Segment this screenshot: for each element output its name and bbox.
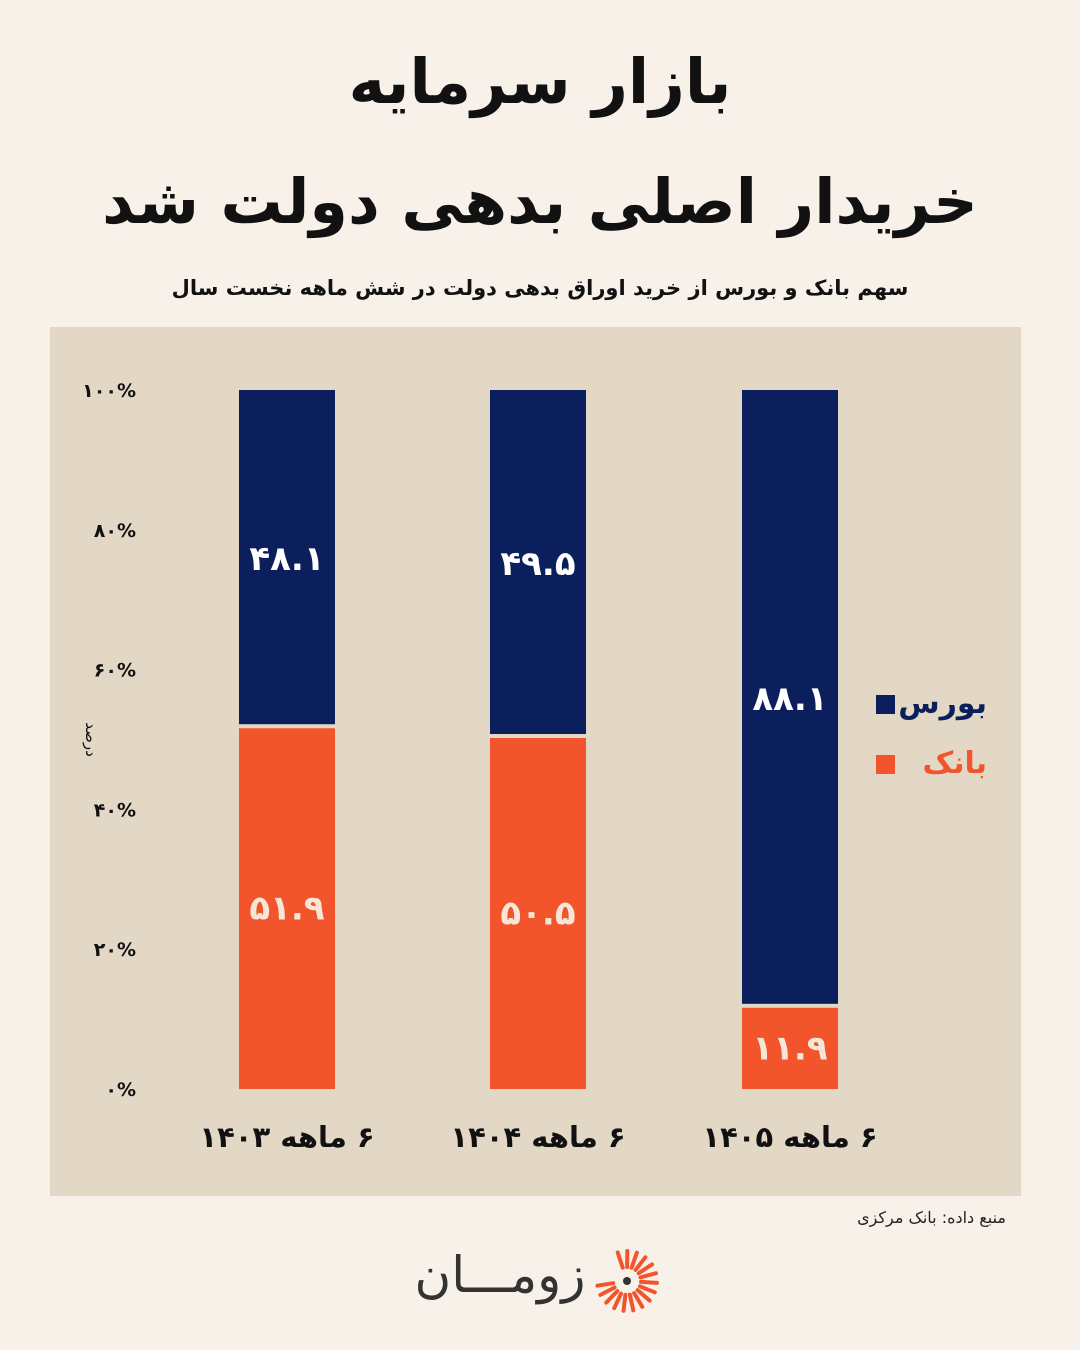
bourse-value-label: ۸۸.۱ <box>752 679 827 719</box>
x-category-label: ۶ ماهه ۱۴۰۳ <box>199 1120 374 1154</box>
y-tick-label: ۱۰۰% <box>82 380 136 402</box>
legend-label: بانک <box>922 746 987 781</box>
bank-value-label: ۵۱.۹ <box>249 889 324 929</box>
data-source-note: منبع داده: بانک مرکزی <box>857 1208 1006 1227</box>
bank-value-label: ۵۰.۵ <box>500 894 575 934</box>
bar-bourse-segment <box>239 390 335 725</box>
legend-swatch <box>876 695 895 714</box>
bar-bank-segment <box>239 728 335 1089</box>
chart-panel: ۰% ۲۰% ۴۰% ۶۰% ۸۰% ۱۰۰% درصد ۵۱.۹ ۴۸.۱ ۶ ماهه ۱۴۰… <box>50 327 1021 1196</box>
x-category-label: ۶ ماهه ۱۴۰۵ <box>702 1120 877 1154</box>
stacked-bar-chart: ۰% ۲۰% ۴۰% ۶۰% ۸۰% ۱۰۰% درصد ۵۱.۹ ۴۸.۱ ۶ ماهه ۱۴۰… <box>82 380 987 1154</box>
bar-bourse-segment <box>490 390 586 735</box>
bourse-value-label: ۴۸.۱ <box>249 539 324 579</box>
y-tick-label: ۲۰% <box>94 939 136 961</box>
logo-wordmark: زومـــان <box>414 1246 586 1304</box>
page-title-line-2: خریدار اصلی بدهی دولت شد <box>102 165 978 238</box>
sun-burst-icon <box>595 1249 659 1313</box>
brand-logo: زومـــان <box>410 1240 670 1320</box>
bar-bank-segment <box>490 738 586 1089</box>
y-tick-label: ۶۰% <box>94 660 136 682</box>
page-title-line-1: بازار سرمایه <box>348 45 732 118</box>
legend-swatch <box>876 755 895 774</box>
x-category-label: ۶ ماهه ۱۴۰۴ <box>450 1120 625 1154</box>
bank-value-label: ۱۱.۹ <box>752 1028 827 1068</box>
bourse-value-label: ۴۹.۵ <box>500 544 575 584</box>
chart-subtitle: سهم بانک و بورس از خرید اوراق بدهی دولت … <box>171 276 909 300</box>
bar-bank-segment <box>742 1007 838 1089</box>
y-tick-label: ۴۰% <box>94 799 136 821</box>
y-tick-label: ۰% <box>105 1079 136 1101</box>
bar-bourse-segment <box>742 390 838 1004</box>
y-tick-label: ۸۰% <box>94 520 136 542</box>
y-axis-label: درصد <box>82 722 100 757</box>
legend-label: بورس <box>898 686 987 721</box>
